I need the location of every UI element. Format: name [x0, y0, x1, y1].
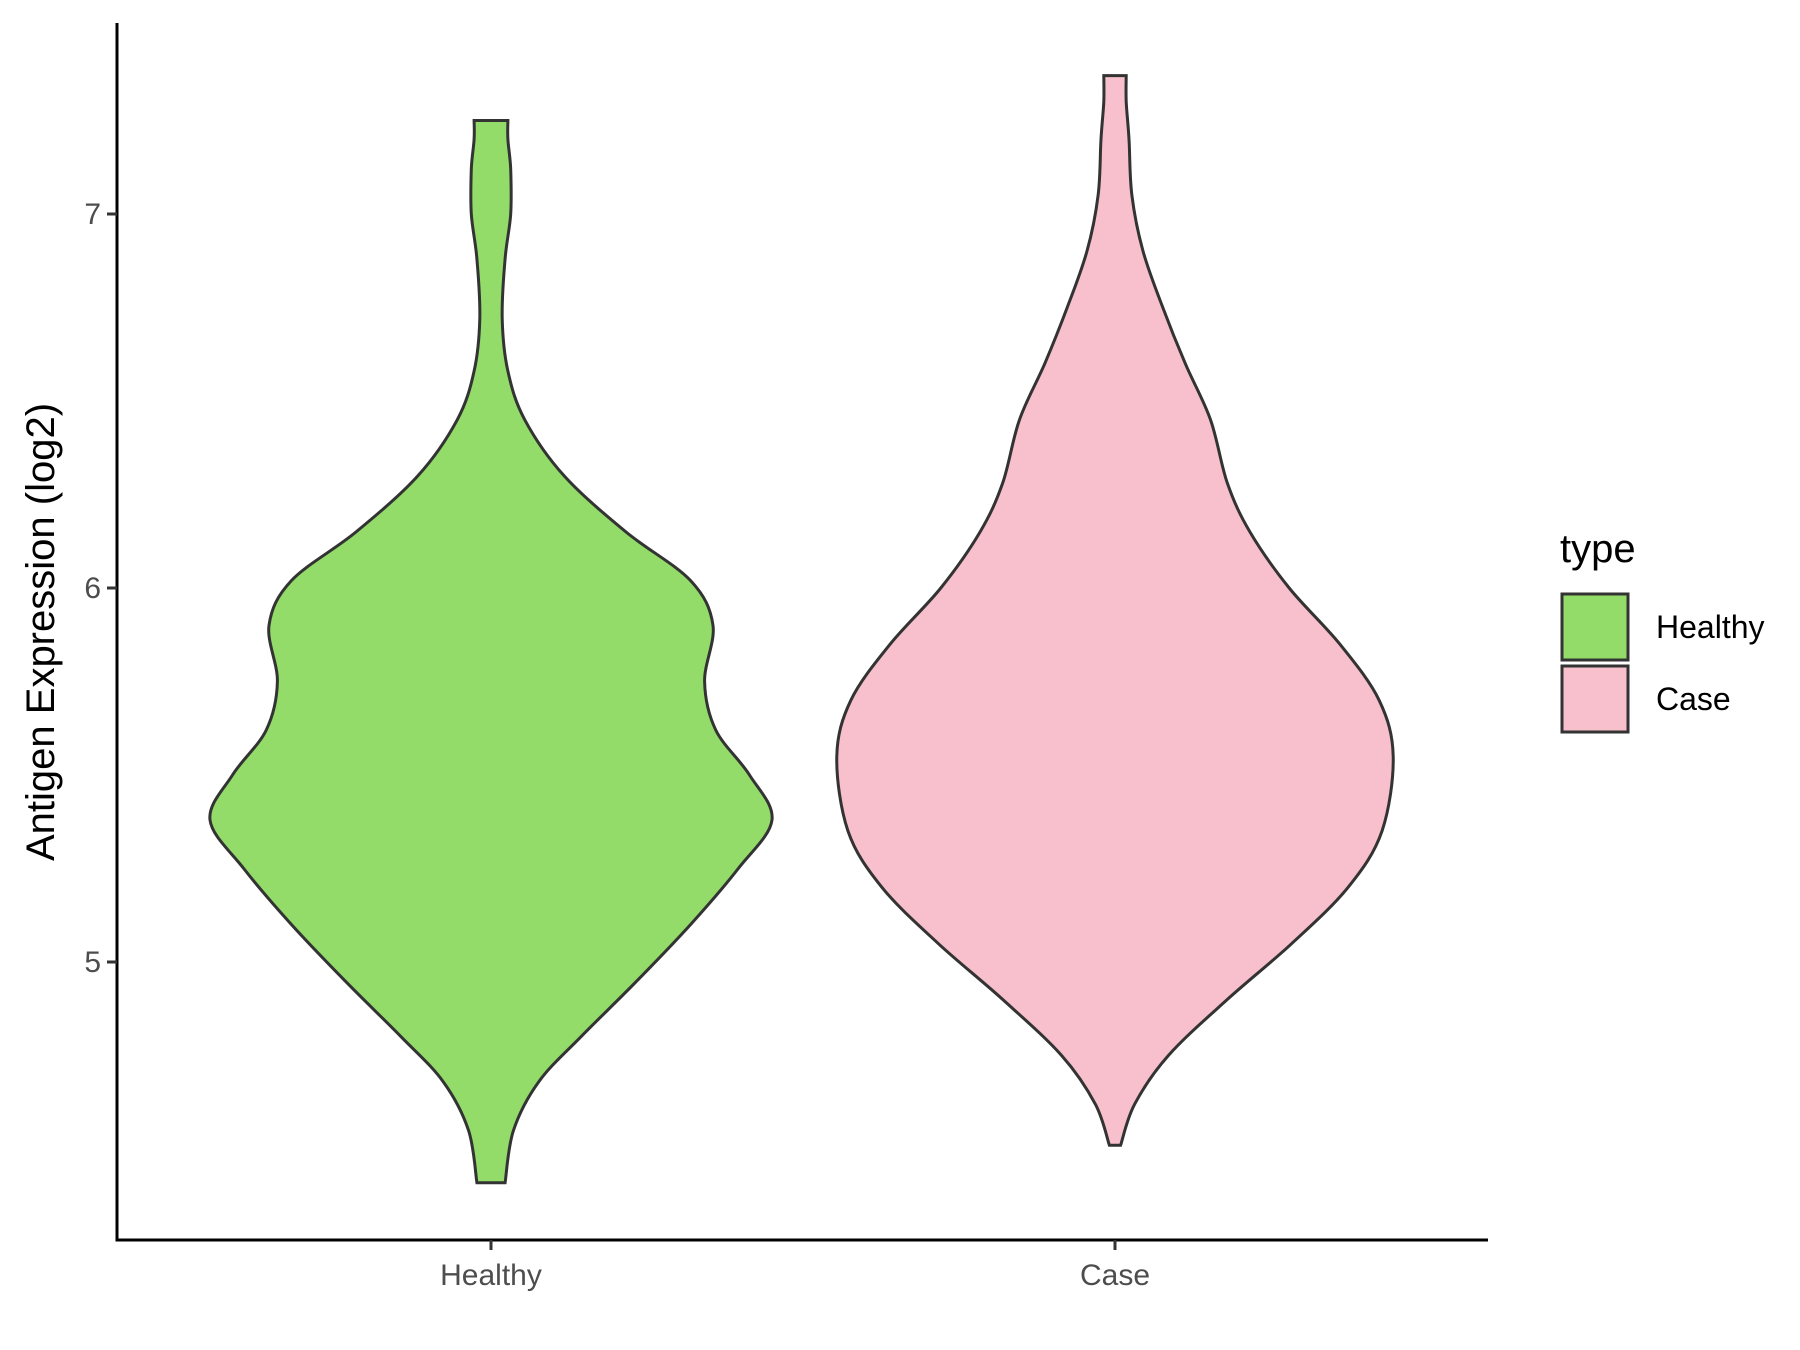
legend-title: type — [1560, 527, 1636, 571]
y-tick-label: 5 — [84, 946, 101, 979]
x-tick-label: Healthy — [440, 1259, 542, 1292]
x-ticks: Healthy Case — [440, 1240, 1150, 1292]
y-tick-label: 7 — [84, 198, 101, 231]
y-ticks: 5 6 7 — [84, 198, 117, 979]
y-tick-label: 6 — [84, 572, 101, 605]
legend-key-healthy — [1560, 592, 1630, 662]
violins-layer — [208, 74, 1395, 1185]
legend-label-case: Case — [1656, 681, 1731, 717]
x-tick-label: Case — [1080, 1259, 1150, 1292]
y-axis-title: Antigen Expression (log2) — [19, 403, 63, 861]
legend-key-case — [1560, 664, 1630, 734]
violin-healthy — [208, 119, 774, 1185]
violin-case — [835, 74, 1395, 1147]
legend-label-healthy: Healthy — [1656, 609, 1765, 645]
legend: type Healthy Case — [1560, 527, 1765, 734]
